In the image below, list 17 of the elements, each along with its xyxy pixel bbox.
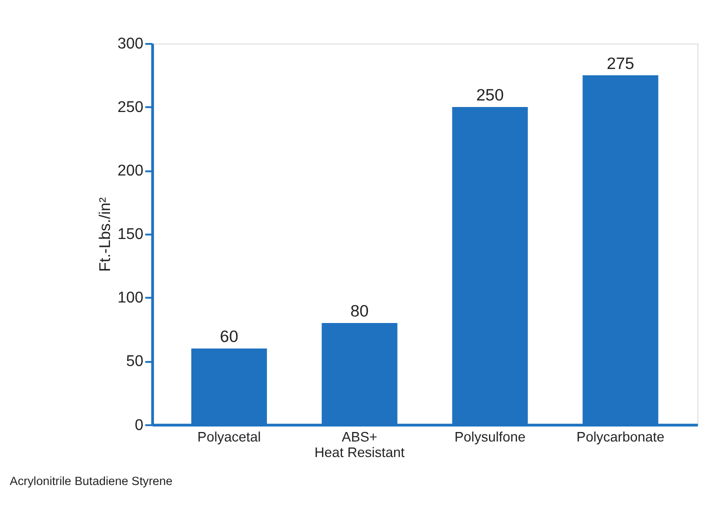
y-axis-title: Ft.-Lbs./in² — [97, 197, 114, 272]
x-tick-label: ABS+ Heat Resistant — [314, 430, 405, 460]
x-tick-label: Polyacetal — [197, 430, 261, 445]
x-tick-label: Polycarbonate — [576, 430, 665, 445]
y-tick-label: 150 — [117, 226, 144, 244]
y-tick-label: 300 — [117, 36, 144, 53]
data-label: 250 — [476, 86, 504, 105]
data-label: 60 — [220, 328, 238, 346]
data-label: 80 — [350, 302, 369, 321]
y-tick-label: 250 — [117, 99, 144, 116]
text: Acrylonitrile Butadiene Styrene — [10, 474, 173, 488]
y-tick-label: 100 — [117, 290, 144, 307]
y-tick-label: 0 — [134, 416, 144, 434]
y-tick-label: 200 — [117, 162, 144, 180]
x-tick-label: Polysulfone — [454, 430, 526, 445]
y-tick-label: 50 — [126, 353, 144, 370]
data-label: 275 — [606, 54, 634, 73]
